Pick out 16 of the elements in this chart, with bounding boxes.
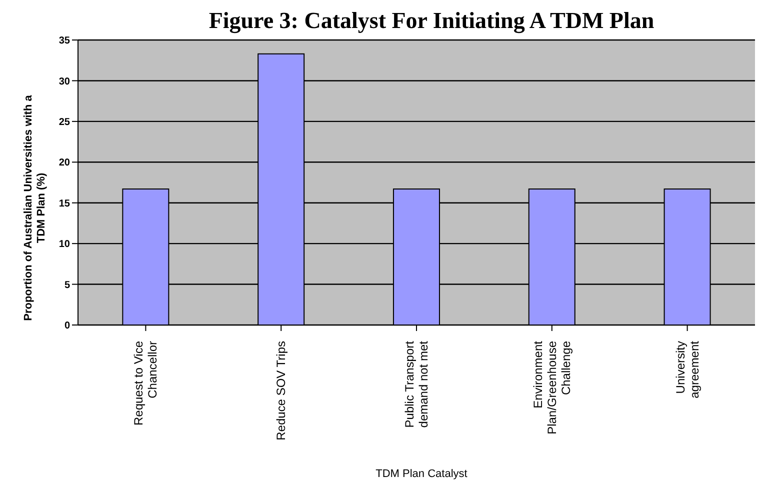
x-axis-title: TDM Plan Catalyst [374,468,468,480]
y-tick-label: 0 [64,320,70,332]
x-tick-label: Public Transport demand not met [402,340,430,428]
x-tick-label: University agreement [673,340,702,398]
y-tick-label: 20 [58,158,70,169]
y-axis-title: Proportion of Australian Universities with a TDM Plan (%) [22,94,48,321]
x-tick-label: Request to Vice Chancellor [132,340,160,426]
y-tick-label: 35 [58,36,70,47]
chart-title: Figure 3: Catalyst For Initiating A TDM Plan [208,8,656,33]
y-tick-label: 5 [64,280,70,291]
y-tick-label: 15 [58,198,70,210]
y-tick-label: 30 [58,76,70,88]
y-tick-label: 10 [58,239,70,250]
x-tick-label: Environment Plan/Greenhouse Challenge [530,340,573,434]
y-tick-label: 25 [58,116,70,128]
x-tick-label: Reduce SOV Trips [274,341,288,440]
